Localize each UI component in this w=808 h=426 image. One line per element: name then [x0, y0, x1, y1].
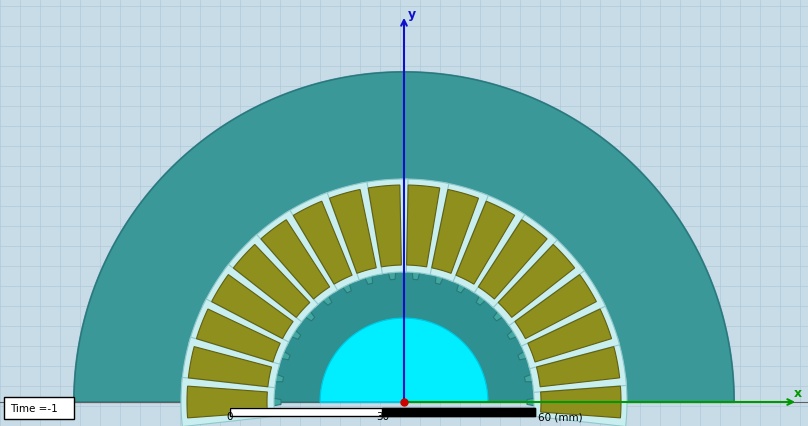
Polygon shape: [507, 265, 605, 346]
Polygon shape: [187, 386, 267, 418]
Polygon shape: [368, 185, 402, 267]
Text: 0: 0: [227, 412, 234, 422]
Polygon shape: [400, 179, 449, 275]
Polygon shape: [250, 210, 338, 308]
Polygon shape: [224, 235, 318, 325]
Polygon shape: [359, 179, 408, 275]
Polygon shape: [406, 185, 440, 267]
Polygon shape: [431, 190, 478, 273]
Text: 60 (mm): 60 (mm): [537, 412, 583, 422]
Polygon shape: [518, 318, 589, 360]
Polygon shape: [541, 386, 621, 418]
Polygon shape: [212, 275, 293, 339]
Polygon shape: [196, 309, 280, 362]
Polygon shape: [320, 182, 382, 282]
Polygon shape: [182, 337, 280, 392]
Polygon shape: [528, 337, 626, 392]
Text: Time =-1: Time =-1: [10, 404, 57, 414]
Polygon shape: [527, 387, 597, 417]
Polygon shape: [533, 377, 627, 426]
Polygon shape: [337, 213, 372, 285]
Polygon shape: [234, 245, 309, 317]
Polygon shape: [507, 288, 575, 340]
Polygon shape: [528, 309, 612, 362]
Polygon shape: [406, 209, 437, 280]
FancyBboxPatch shape: [4, 397, 74, 419]
Polygon shape: [276, 239, 332, 305]
Polygon shape: [188, 347, 271, 387]
Polygon shape: [426, 182, 488, 282]
Polygon shape: [74, 72, 734, 402]
Polygon shape: [524, 352, 596, 382]
Polygon shape: [490, 235, 584, 325]
Polygon shape: [499, 245, 574, 317]
Polygon shape: [320, 318, 488, 402]
Polygon shape: [251, 261, 315, 321]
Polygon shape: [537, 347, 620, 387]
Polygon shape: [371, 209, 402, 280]
Polygon shape: [493, 261, 557, 321]
Polygon shape: [211, 387, 281, 417]
Polygon shape: [293, 201, 352, 284]
Polygon shape: [476, 239, 532, 305]
Polygon shape: [181, 377, 275, 426]
Polygon shape: [305, 223, 351, 293]
Polygon shape: [74, 72, 734, 402]
Polygon shape: [448, 193, 524, 293]
Bar: [230, 408, 535, 416]
Polygon shape: [233, 288, 301, 340]
Text: 30: 30: [376, 412, 389, 422]
Polygon shape: [478, 220, 547, 299]
Polygon shape: [436, 213, 471, 285]
Polygon shape: [261, 220, 330, 299]
Polygon shape: [284, 193, 360, 293]
Polygon shape: [188, 299, 288, 368]
Polygon shape: [209, 207, 599, 402]
Polygon shape: [520, 299, 620, 368]
Polygon shape: [470, 210, 558, 308]
Polygon shape: [456, 201, 515, 284]
Polygon shape: [203, 265, 301, 346]
Polygon shape: [219, 318, 290, 360]
Text: x: x: [794, 387, 802, 400]
Polygon shape: [457, 223, 503, 293]
Polygon shape: [212, 352, 284, 382]
Polygon shape: [515, 275, 596, 339]
Text: y: y: [408, 8, 416, 21]
Polygon shape: [330, 190, 377, 273]
